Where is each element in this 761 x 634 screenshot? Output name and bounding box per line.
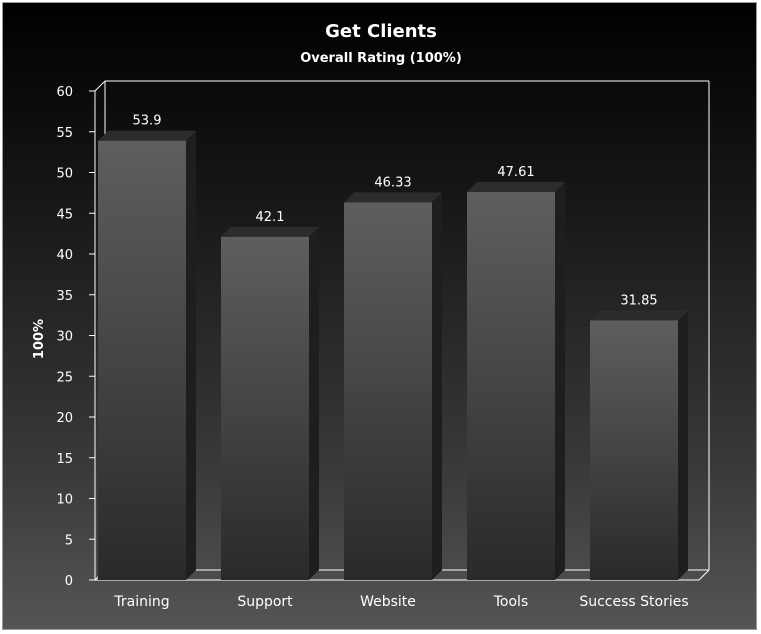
- y-tick-label: 10: [56, 493, 73, 508]
- x-tick-label: Training: [113, 594, 169, 610]
- x-tick-label: Success Stories: [579, 594, 688, 610]
- bar: [98, 130, 196, 580]
- bar: [221, 226, 319, 580]
- x-tick-label: Website: [360, 594, 416, 610]
- data-label: 46.33: [374, 175, 411, 190]
- x-tick-label: Support: [237, 594, 293, 610]
- y-tick-label: 30: [56, 330, 73, 345]
- bar-front: [221, 236, 309, 580]
- bar-front: [467, 191, 555, 580]
- y-axis-ticks: 0 5 10 15 20 25 30 35 40 45 50 55 60: [56, 85, 95, 589]
- data-label: 31.85: [620, 293, 657, 308]
- chart-subtitle: Overall Rating (100%): [300, 51, 462, 66]
- bar: [467, 181, 565, 580]
- y-tick-label: 60: [56, 85, 73, 100]
- y-tick-label: 15: [56, 452, 73, 467]
- bar: [344, 192, 442, 580]
- y-tick-label: 0: [65, 574, 73, 589]
- bar: [590, 310, 688, 580]
- bar-top: [221, 226, 319, 237]
- chart-title: Get Clients: [325, 21, 437, 42]
- y-tick-label: 5: [65, 533, 73, 548]
- bar-front: [590, 320, 678, 580]
- bar-top: [467, 181, 565, 192]
- y-tick-label: 50: [56, 167, 73, 182]
- data-label: 42.1: [256, 210, 285, 225]
- data-labels: 53.9 42.1 46.33 47.61 31.85: [133, 114, 658, 309]
- bar-front: [344, 202, 432, 580]
- data-label: 53.9: [133, 114, 162, 129]
- x-axis-tick-labels: Training Support Website Tools Success Stori…: [113, 594, 688, 610]
- y-axis-label: 100%: [32, 319, 47, 359]
- y-tick-label: 25: [56, 370, 73, 385]
- y-tick-label: 45: [56, 207, 73, 222]
- bar-front: [98, 140, 186, 580]
- bar-side: [186, 130, 196, 580]
- bar-top: [98, 130, 196, 141]
- x-tick-label: Tools: [493, 594, 529, 610]
- bar-side: [555, 181, 565, 580]
- data-label: 47.61: [497, 165, 534, 180]
- frame-left-top-depth: [94, 80, 106, 92]
- bars: [98, 130, 688, 580]
- y-tick-label: 55: [56, 126, 73, 141]
- y-tick-label: 35: [56, 289, 73, 304]
- bar-side: [432, 192, 442, 580]
- bar-side: [309, 226, 319, 580]
- bar-chart: Get Clients Overall Rating (100%) 100% 0…: [32, 21, 710, 610]
- bar-top: [590, 310, 688, 321]
- floor-right-depth: [698, 569, 710, 581]
- y-tick-label: 40: [56, 248, 73, 263]
- y-tick-label: 20: [56, 411, 73, 426]
- bar-side: [678, 310, 688, 580]
- bar-top: [344, 192, 442, 203]
